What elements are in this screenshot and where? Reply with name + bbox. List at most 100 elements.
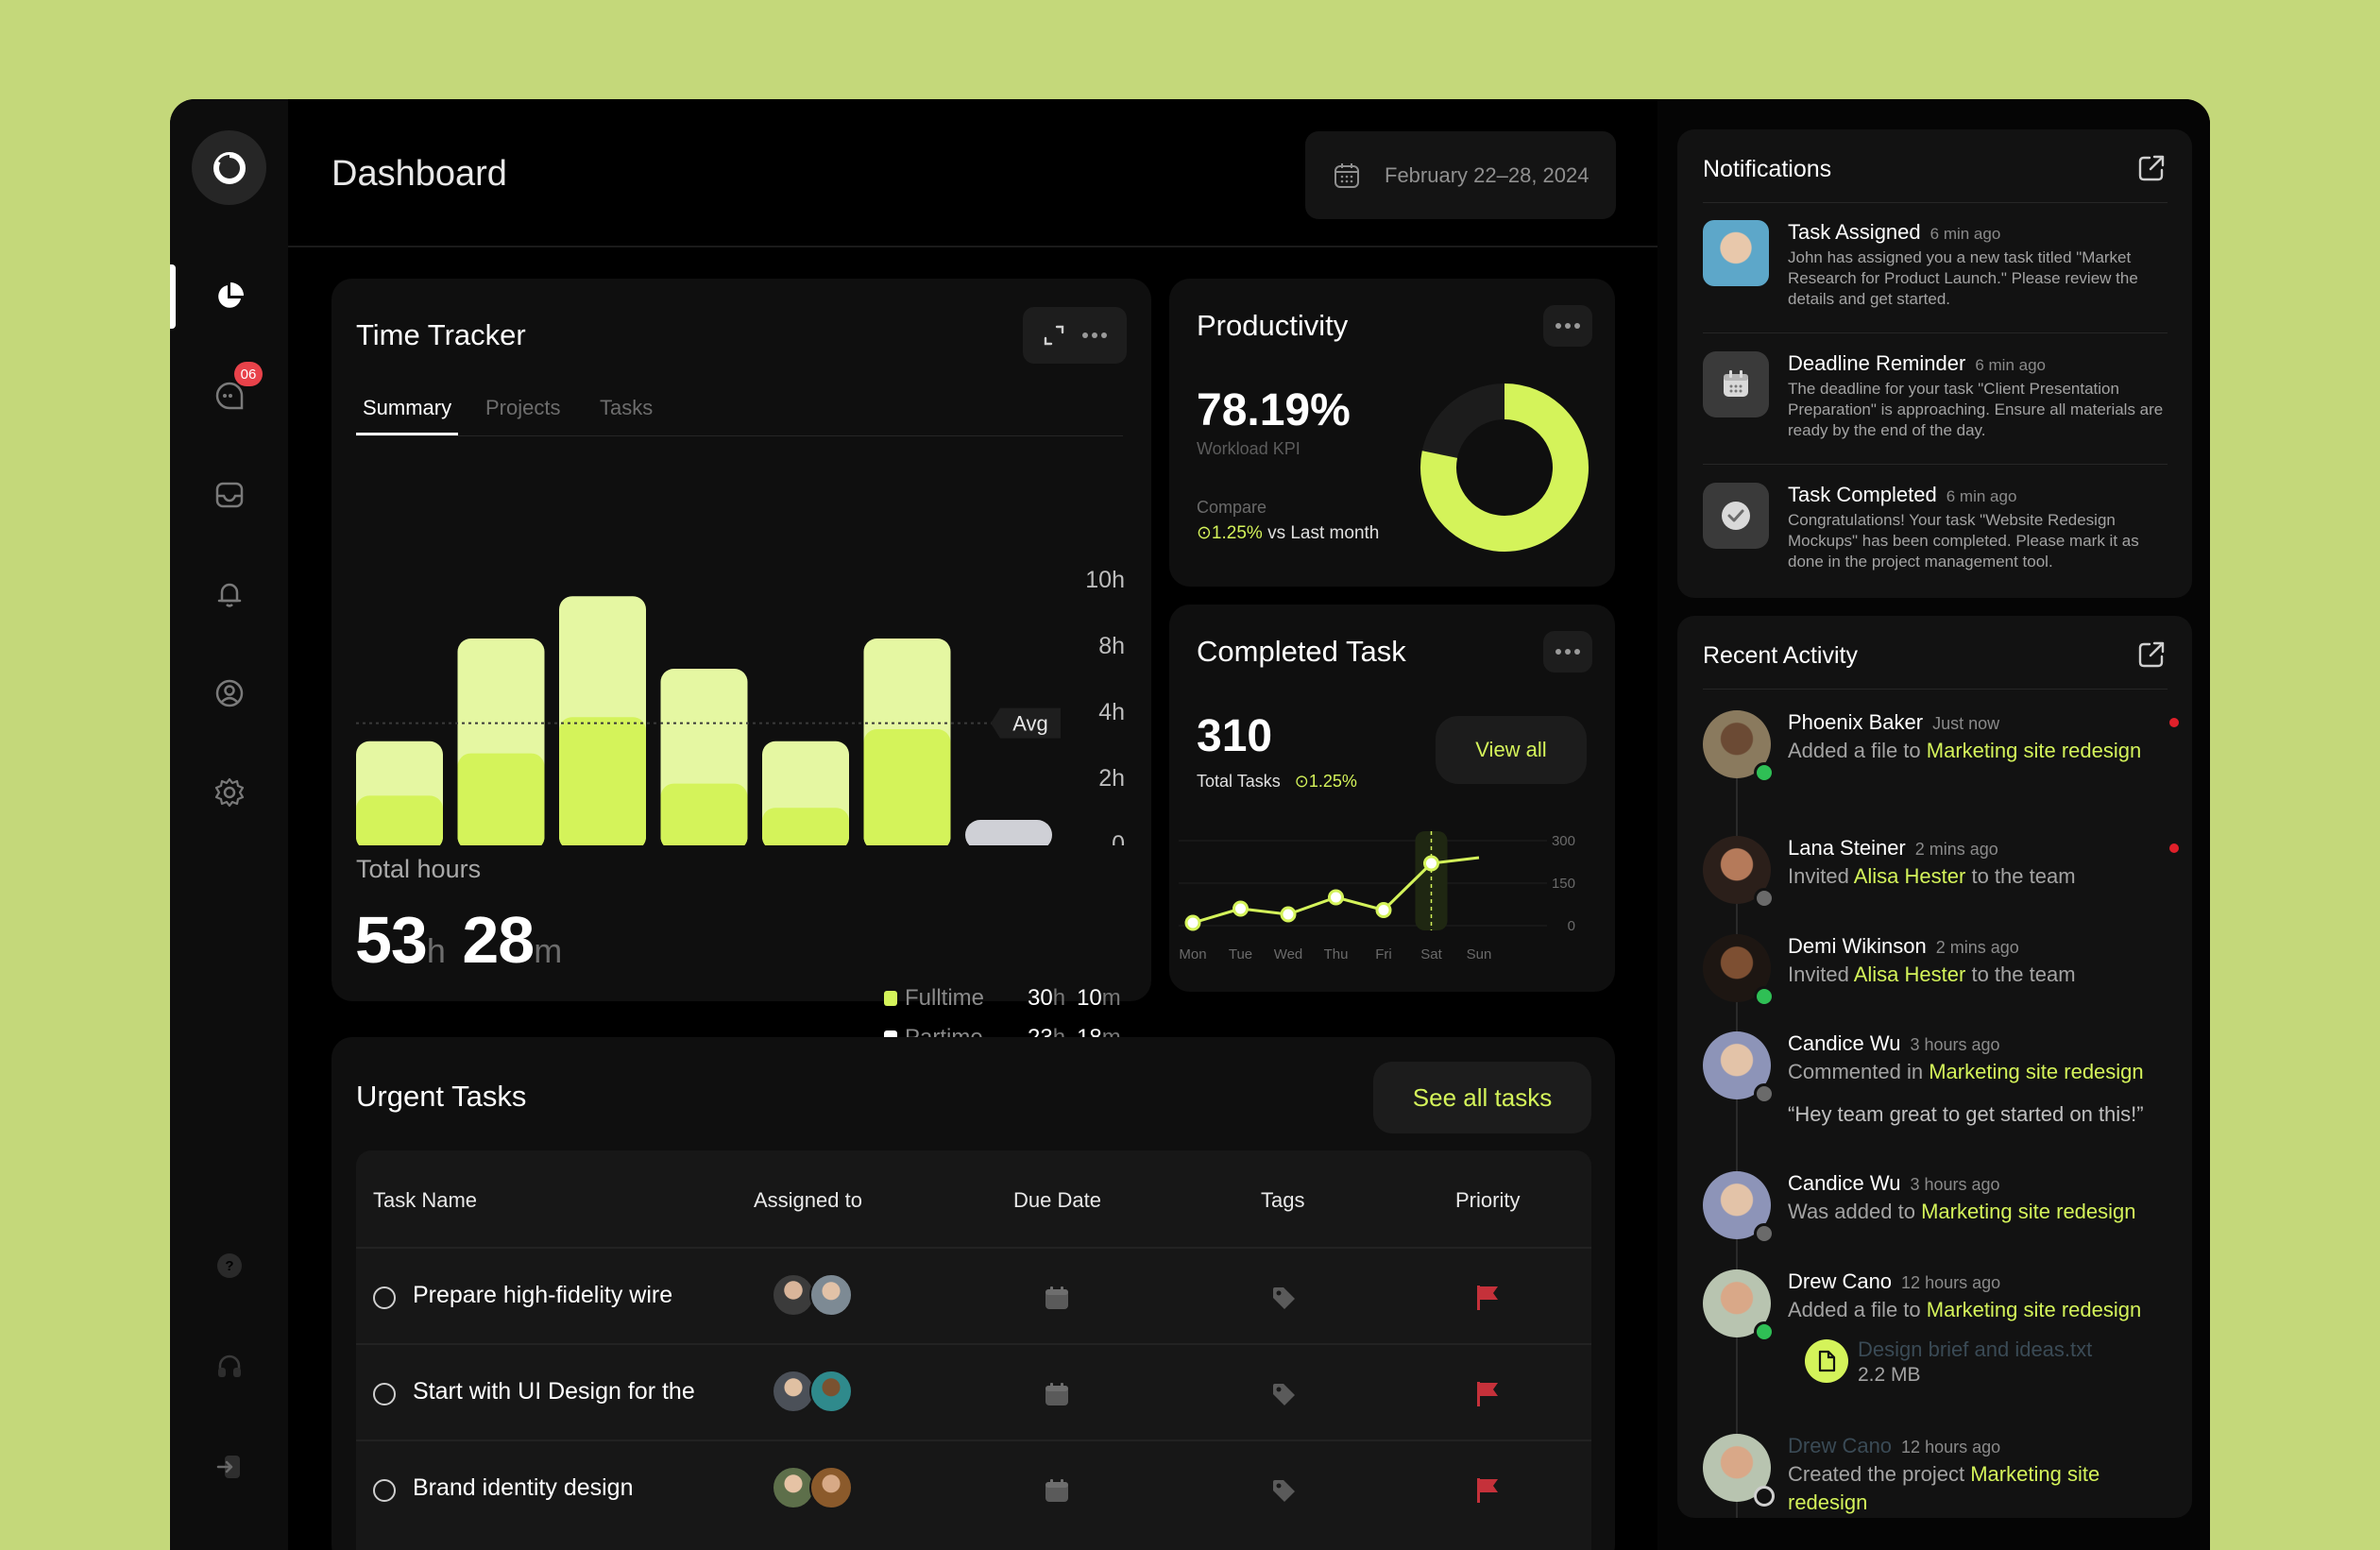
table-row[interactable]: Start with UI Design for the — [356, 1343, 1591, 1439]
data-point — [1423, 855, 1439, 872]
calendar-icon[interactable] — [1044, 1285, 1070, 1311]
nav-inbox[interactable] — [170, 467, 288, 523]
x-tick-label: Thu — [1324, 946, 1349, 962]
more-icon — [1556, 649, 1580, 655]
avatar[interactable] — [772, 1370, 815, 1413]
y-tick-label: 0 — [1112, 831, 1125, 845]
table-row[interactable]: Prepare high-fidelity wire — [356, 1247, 1591, 1343]
date-range-text: February 22–28, 2024 — [1385, 162, 1590, 187]
bar-fulltime — [762, 808, 849, 845]
expand-icon[interactable] — [1042, 323, 1066, 348]
notification-body: The deadline for your task "Client Prese… — [1788, 380, 2164, 439]
right-column: Notifications Task Assigned 6 min ago Joh… — [1658, 99, 2210, 1550]
completed-task-title: Completed Task — [1197, 635, 1406, 668]
activity-text: Created the project Marketing site redes… — [1788, 1462, 2100, 1514]
activity-link[interactable]: Alisa Hester — [1853, 962, 1966, 986]
nav-settings[interactable] — [170, 764, 288, 821]
tab-tasks[interactable]: Tasks — [600, 396, 654, 419]
activity-user: Lana Steiner — [1788, 836, 1906, 860]
bell-icon — [217, 583, 241, 607]
notifications-title: Notifications — [1703, 156, 1832, 182]
col-task-name[interactable]: Task Name — [373, 1188, 478, 1212]
avatar — [1703, 220, 1769, 286]
view-all-button[interactable]: View all — [1436, 716, 1587, 784]
app-window: 06 — [170, 99, 2210, 1550]
col-assigned-to[interactable]: Assigned to — [754, 1188, 862, 1212]
more-icon[interactable] — [1081, 332, 1108, 339]
nav-logout[interactable] — [170, 1439, 288, 1495]
activity-link[interactable]: Alisa Hester — [1853, 864, 1966, 888]
task-checkbox[interactable] — [373, 1286, 396, 1309]
col-due-date[interactable]: Due Date — [1013, 1188, 1101, 1212]
notification-check-box — [1703, 483, 1769, 549]
completed-more-button[interactable] — [1543, 631, 1592, 673]
nav-notifications[interactable] — [170, 566, 288, 622]
activity-link[interactable]: Marketing site redesign — [1788, 1462, 2100, 1514]
offline-status-dot — [1754, 1223, 1775, 1244]
file-name[interactable]: Design brief and ideas.txt — [1858, 1337, 2093, 1361]
tab-projects[interactable]: Projects — [485, 396, 561, 419]
activity-link[interactable]: Marketing site redesign — [1921, 1200, 2136, 1223]
activity-link[interactable]: Marketing site redesign — [1926, 739, 2142, 762]
recent-activity-panel: Recent Activity Phoenix Baker Just now Ad… — [1677, 616, 2192, 1518]
notification-title: Task Assigned — [1788, 220, 1921, 244]
priority-flag-icon[interactable] — [1474, 1476, 1501, 1505]
online-status-dot — [1754, 1321, 1775, 1342]
avatar[interactable] — [809, 1273, 853, 1317]
tag-icon[interactable] — [1270, 1285, 1297, 1311]
online-status-dot — [1754, 986, 1775, 1007]
nav-messages[interactable] — [170, 367, 288, 424]
activity-user: Candice Wu — [1788, 1171, 1901, 1195]
completed-task-card: Completed Task 310 Total Tasks ⊙1.25% Vi… — [1169, 605, 1615, 992]
col-priority[interactable]: Priority — [1455, 1188, 1521, 1212]
see-all-tasks-button[interactable]: See all tasks — [1373, 1062, 1591, 1133]
productivity-more-button[interactable] — [1543, 305, 1592, 347]
external-link-icon[interactable] — [2135, 639, 2168, 671]
time-tracker-tabs: Summary Projects Tasks — [356, 387, 1123, 436]
nav-profile[interactable] — [170, 665, 288, 722]
activity-text: Added a file to Marketing site redesign — [1788, 739, 2142, 762]
status-dot — [1754, 1486, 1775, 1507]
calendar-icon[interactable] — [1044, 1477, 1070, 1504]
nav-dashboard[interactable] — [170, 268, 288, 325]
external-link-icon[interactable] — [2135, 152, 2168, 184]
task-checkbox[interactable] — [373, 1383, 396, 1405]
activity-time: Just now — [1932, 714, 2000, 733]
bar-fulltime — [457, 753, 545, 845]
notification-time: 6 min ago — [1975, 356, 2046, 374]
date-range-picker[interactable]: February 22–28, 2024 — [1305, 131, 1616, 219]
nav-active-indicator — [170, 264, 176, 329]
total-minutes: 28 — [462, 903, 535, 977]
activity-time: 12 hours ago — [1901, 1438, 2001, 1456]
avg-label: Avg — [1012, 712, 1048, 736]
offline-status-dot — [1754, 1083, 1775, 1104]
time-tracker-card: Time Tracker Summary Projects Tasks MonT… — [332, 279, 1151, 1050]
bar-fulltime — [660, 783, 748, 845]
table-row[interactable]: Brand identity design — [356, 1439, 1591, 1536]
task-checkbox[interactable] — [373, 1479, 396, 1502]
nav-support[interactable] — [170, 1338, 288, 1395]
tag-icon[interactable] — [1270, 1477, 1297, 1504]
x-tick-label: Mon — [1179, 946, 1206, 962]
logo[interactable] — [192, 130, 266, 205]
file-attachment[interactable] — [1805, 1339, 1848, 1383]
total-hours-value: 53h 28m — [355, 903, 562, 977]
activity-text: Invited Alisa Hester to the team — [1788, 864, 2076, 888]
col-tags[interactable]: Tags — [1261, 1188, 1305, 1212]
avatar[interactable] — [809, 1466, 853, 1509]
priority-flag-icon[interactable] — [1474, 1284, 1501, 1312]
nav-help[interactable]: ? — [170, 1237, 288, 1294]
help-icon: ? — [216, 1253, 242, 1278]
calendar-icon[interactable] — [1044, 1381, 1070, 1407]
donut-slice — [1420, 383, 1589, 552]
tab-summary[interactable]: Summary — [363, 396, 452, 419]
activity-link[interactable]: Marketing site redesign — [1929, 1060, 2144, 1083]
productivity-card: Productivity 78.19% Workload KPI Compare… — [1169, 279, 1615, 587]
bar-fulltime — [356, 795, 443, 845]
avatar[interactable] — [772, 1273, 815, 1317]
avatar[interactable] — [809, 1370, 853, 1413]
priority-flag-icon[interactable] — [1474, 1380, 1501, 1408]
y-tick-label: 4h — [1098, 699, 1125, 725]
tag-icon[interactable] — [1270, 1381, 1297, 1407]
activity-link[interactable]: Marketing site redesign — [1926, 1298, 2142, 1321]
